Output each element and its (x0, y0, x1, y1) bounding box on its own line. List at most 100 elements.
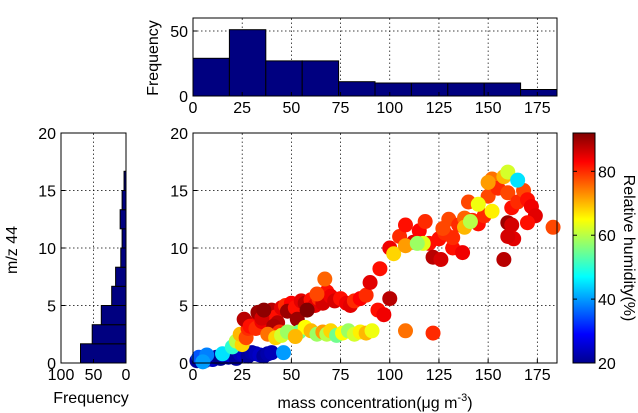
top-hist-xtick-label: 175 (524, 100, 551, 117)
top-hist-bar (374, 82, 412, 97)
scatter-point (362, 275, 378, 290)
scatter-point (433, 252, 449, 267)
main-xtick-label: 25 (233, 367, 251, 384)
side-histogram-ylabel: m/z 44 (4, 226, 21, 274)
top-hist-xtick-label: 25 (233, 100, 251, 117)
scatter-point (376, 307, 392, 323)
scatter-point (409, 235, 425, 251)
scatter-point (480, 174, 496, 190)
top-hist-bar (265, 60, 303, 97)
scatter-point (397, 238, 413, 254)
scatter-point (455, 245, 471, 261)
scatter-point (309, 286, 325, 302)
top-hist-ytick-label: 50 (170, 24, 188, 41)
side-hist-ytick-label: 0 (47, 356, 56, 373)
side-hist-bar (80, 343, 127, 364)
main-scatter: 0 25 50 75 100 125 150 175 0 5 10 15 20 mass concent… (170, 126, 561, 412)
top-hist-bar (483, 82, 522, 97)
side-hist-bar (91, 324, 127, 345)
scatter-point (276, 345, 292, 361)
main-xtick-label: 0 (189, 367, 198, 384)
top-hist-xtick-label: 125 (426, 100, 453, 117)
top-hist-bar (192, 57, 230, 97)
side-hist-bar (100, 305, 127, 326)
scatter-point (382, 291, 398, 307)
colorbar-label: Relative humidity(%) (620, 175, 637, 322)
side-hist-bar (115, 266, 127, 287)
colorbar: 20 40 60 80 Relative humidity(%) (572, 132, 637, 373)
colorbar-tick-label: 40 (598, 292, 616, 309)
main-ytick-label: 20 (170, 126, 188, 143)
side-hist-xtick-label: 100 (48, 367, 75, 384)
top-hist-bar (410, 82, 449, 97)
top-hist-bar (520, 89, 558, 97)
side-hist-ytick-label: 20 (38, 126, 56, 143)
side-hist-xtick-label: 0 (122, 367, 131, 384)
side-hist-bar (111, 285, 127, 307)
main-xtick-label: 100 (376, 367, 403, 384)
scatter-point (364, 323, 380, 339)
side-hist-bar (120, 247, 127, 268)
scatter-point (510, 172, 526, 188)
colorbar-tick-label: 20 (598, 356, 616, 373)
scatter-point (470, 196, 486, 212)
scatter-point (435, 220, 451, 236)
side-hist-xtick-label: 50 (85, 367, 103, 384)
main-xtick-label: 150 (475, 367, 502, 384)
scatter-point (397, 323, 413, 339)
main-ytick-label: 5 (179, 299, 188, 316)
side-hist-ytick-label: 15 (38, 184, 56, 201)
main-xtick-label: 50 (282, 367, 300, 384)
top-hist-xtick-label: 150 (475, 100, 502, 117)
scatter-point (372, 261, 388, 277)
colorbar-frame (572, 132, 596, 364)
scatter-point (299, 302, 315, 318)
main-xtick-label: 125 (426, 367, 453, 384)
scatter-point (397, 217, 413, 233)
colorbar-gradient (573, 133, 595, 363)
main-xtick-label: 75 (332, 367, 350, 384)
top-hist-bar (228, 29, 267, 97)
top-hist-xtick-label: 0 (189, 100, 198, 117)
colorbar-tick-label: 60 (598, 228, 616, 245)
main-ytick-label: 15 (170, 184, 188, 201)
scatter-point (195, 354, 211, 370)
top-hist-ytick-label: 0 (179, 89, 188, 106)
side-histogram: 100 50 0 0 5 10 15 20 Frequency m/z 44 (4, 126, 131, 407)
side-histogram-xlabel: Frequency (53, 390, 129, 407)
scatter-point (484, 203, 500, 219)
scatter-point (504, 217, 520, 233)
main-xtick-label: 175 (524, 367, 551, 384)
top-histogram-ylabel: Frequency (145, 20, 162, 96)
scatter-point (500, 229, 516, 244)
colorbar-tick-label: 80 (598, 164, 616, 181)
scatter-point (545, 219, 561, 235)
main-ytick-label: 0 (179, 356, 188, 373)
top-histogram-frame (192, 17, 558, 97)
scatter-point (358, 287, 374, 303)
main-ytick-label: 10 (170, 241, 188, 258)
side-hist-bar (119, 209, 127, 230)
scatter-point (500, 185, 516, 201)
top-hist-xtick-label: 100 (376, 100, 403, 117)
side-hist-bar (121, 228, 127, 249)
side-hist-ytick-label: 10 (38, 241, 56, 258)
scatter-point (386, 246, 402, 262)
top-hist-bar (301, 60, 340, 97)
scatter-point (519, 215, 535, 231)
scatter-point (287, 329, 303, 345)
scatter-point (496, 252, 512, 267)
top-hist-bar (447, 82, 485, 97)
side-hist-bar (121, 190, 127, 211)
scatter-point (462, 214, 478, 230)
main-scatter-xlabel: mass concentration(μg m-3) (277, 392, 472, 412)
scatter-point (425, 325, 441, 341)
top-histogram: 0 25 50 75 100 125 150 175 0 50 Frequency (145, 17, 558, 117)
scatter-point (317, 271, 333, 287)
side-hist-ytick-label: 5 (47, 299, 56, 316)
top-hist-xtick-label: 50 (282, 100, 300, 117)
scatter-point (417, 214, 433, 230)
scatter-point (256, 302, 272, 318)
scatter-point (445, 230, 461, 246)
